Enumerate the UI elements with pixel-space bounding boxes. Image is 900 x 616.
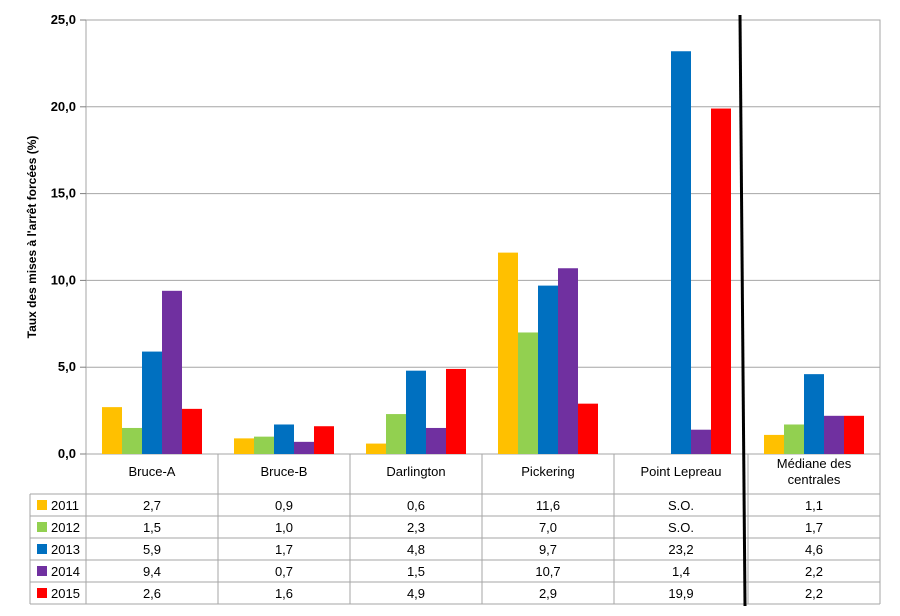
data-label: 1,7 [275, 542, 293, 557]
bar [274, 424, 294, 454]
y-tick-label: 10,0 [51, 272, 76, 287]
legend-label: 2012 [51, 520, 80, 535]
gridlines [85, 19, 881, 455]
data-label: 0,6 [407, 498, 425, 513]
bar [122, 427, 142, 454]
data-label: S.O. [668, 520, 694, 535]
bar [824, 415, 844, 454]
plot-area-border [85, 19, 881, 455]
legend-label: 2013 [51, 542, 80, 557]
data-label: 9,4 [143, 564, 161, 579]
bar [784, 424, 804, 454]
bar [578, 403, 598, 454]
bar [498, 252, 518, 454]
data-label: 0,9 [275, 498, 293, 513]
data-label: S.O. [668, 498, 694, 513]
data-label: 11,6 [536, 498, 560, 513]
bar [234, 438, 254, 454]
y-tick-label: 0,0 [58, 446, 76, 461]
data-label: 2,2 [805, 564, 823, 579]
y-axis-ticks: 0,0 5,0 10,0 15,0 20,0 25,0 [51, 12, 86, 461]
legend-swatch [37, 588, 47, 598]
bar [162, 290, 182, 454]
bar [314, 426, 334, 454]
data-label: 5,9 [143, 542, 161, 557]
category-label: Bruce-B [261, 464, 308, 479]
y-tick-label: 20,0 [51, 99, 76, 114]
data-label: 19,9 [668, 586, 693, 601]
bar [844, 415, 864, 454]
data-label: 1,6 [275, 586, 293, 601]
data-label: 1,4 [672, 564, 690, 579]
y-tick-label: 15,0 [51, 186, 76, 201]
data-label: 9,7 [539, 542, 557, 557]
data-label: 1,5 [407, 564, 425, 579]
data-table: Bruce-A Bruce-B Darlington Pickering Point L… [29, 454, 881, 605]
legend-label: 2011 [51, 498, 79, 513]
y-tick-label: 5,0 [58, 359, 76, 374]
data-label: 7,0 [539, 520, 557, 535]
bar [446, 368, 466, 454]
bar [366, 443, 386, 454]
data-label: 23,2 [668, 542, 693, 557]
bar [406, 370, 426, 454]
legend-swatch [37, 544, 47, 554]
median-divider-line [738, 14, 747, 607]
bar [558, 268, 578, 454]
bar [518, 332, 538, 454]
data-label: 2,2 [805, 586, 823, 601]
data-label: 2,9 [539, 586, 557, 601]
bar [386, 414, 406, 454]
bar [102, 407, 122, 454]
data-label: 0,7 [275, 564, 293, 579]
bar [804, 374, 824, 454]
data-label: 4,9 [407, 586, 425, 601]
bar [671, 51, 691, 455]
data-label: 2,7 [143, 498, 161, 513]
bars [102, 51, 864, 455]
data-label: 1,1 [805, 498, 823, 513]
data-label: 4,6 [805, 542, 823, 557]
legend-swatch [37, 522, 47, 532]
category-label: Pickering [521, 464, 574, 479]
bar [691, 429, 711, 454]
legend-label: 2015 [51, 586, 80, 601]
bar [294, 441, 314, 454]
data-label: 1,0 [275, 520, 293, 535]
data-label: 1,7 [805, 520, 823, 535]
data-label: 2,3 [407, 520, 425, 535]
bar [142, 351, 162, 454]
category-label: Darlington [386, 464, 445, 479]
bar [426, 427, 446, 454]
bar [538, 285, 558, 454]
data-label: 2,6 [143, 586, 161, 601]
data-label: 1,5 [143, 520, 161, 535]
y-tick-label: 25,0 [51, 12, 76, 27]
legend-swatch [37, 566, 47, 576]
bar [182, 408, 202, 454]
category-label: Bruce-A [129, 464, 176, 479]
data-label: 4,8 [407, 542, 425, 557]
legend-swatch [37, 500, 47, 510]
bar [254, 436, 274, 454]
data-label: 10,7 [535, 564, 560, 579]
bar [764, 434, 784, 454]
category-label: Point Lepreau [641, 464, 722, 479]
category-label: Médiane des centrales [777, 456, 852, 487]
y-axis-label: Taux des mises à l'arrêt forcées (%) [25, 136, 39, 339]
bar [711, 108, 731, 454]
legend-label: 2014 [51, 564, 80, 579]
